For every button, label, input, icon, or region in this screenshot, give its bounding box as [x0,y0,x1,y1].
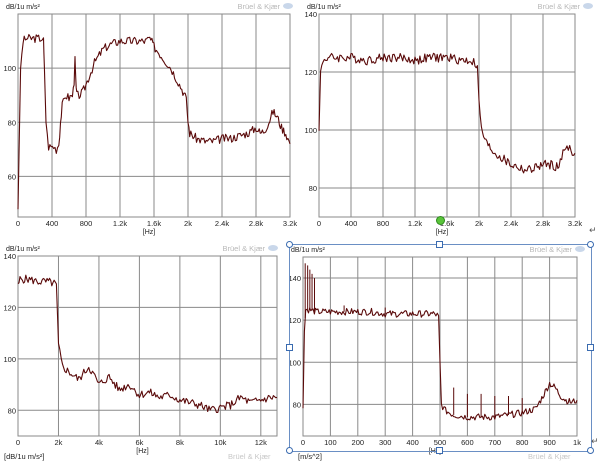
y-axis-label: dB/1u m/s² [291,247,326,254]
resize-handle-top-left[interactable] [286,241,293,248]
bk-logo-icon [268,245,278,251]
bk-logo-icon [575,246,585,252]
x-tick-label: 100 [324,438,337,447]
grid [318,13,576,217]
x-tick-label: 6k [135,438,143,447]
x-tick-label: 0 [301,438,305,447]
x-tick-label: 2k [55,438,63,447]
x-tick-label: 400 [345,219,358,228]
x-tick-label: 2.8k [536,219,550,228]
x-tick-label: 1k [573,438,581,447]
y-tick-label: 100 [3,64,16,73]
bk-logo-icon [283,3,293,9]
y-tick-label: 140 [3,252,16,261]
y-tick-label: 140 [304,10,317,19]
resize-handle-bottom-left[interactable] [286,447,293,454]
resize-handle-bottom-right[interactable] [587,447,594,454]
y-tick-label: 80 [8,406,16,415]
x-tick-label: 8k [176,438,184,447]
x-tick-label: 0 [317,219,321,228]
y-tick-label: 60 [8,172,16,181]
chart-panel-4[interactable]: 0 100 200 300 400 500 600 700 800 900 1k 80 100 120 14… [288,244,592,455]
x-tick-label: 1.6k [147,219,161,228]
x-tick-label: 400 [46,219,59,228]
y-tick-label: 100 [3,355,16,364]
x-tick-label: 0 [16,219,20,228]
x-tick-label: 800 [377,219,390,228]
x-tick-label: 3.2k [283,219,297,228]
y-tick-label: 80 [8,118,16,127]
y-tick-label: 100 [288,358,301,367]
y-axis-label: dB/1u m/s² [307,4,342,11]
x-tick-label: 300 [379,438,392,447]
x-tick-label: 600 [461,438,474,447]
brand-label: Brüel & Kjær [537,2,580,11]
y-tick-label: 120 [288,316,301,325]
x-axis-label: [Hz] [143,229,156,236]
x-tick-label: 200 [352,438,365,447]
series-line [17,274,278,413]
x-tick-label: 800 [80,219,93,228]
chart-panel-2: 0 400 800 1.2k 1.6k 2k 2.4k 2.8k 3.2k 80 100 120 140… [300,0,600,240]
x-tick-label: 1.2k [113,219,127,228]
y-tick-label: 120 [304,68,317,77]
y-tick-label: 120 [3,303,16,312]
series-line [302,307,578,421]
x-tick-label: 2.4k [215,219,229,228]
bottom-left-label: [dB/1u m/s²] [4,452,45,461]
chart-svg-3: 0 2k 4k 6k 8k 10k 12k 80 100 120 140 [Hz] dB/1u m/s²… [3,244,278,455]
resize-handle-middle-left[interactable] [286,344,293,351]
x-tick-label: 10k [214,438,226,447]
x-tick-label: 0 [16,438,20,447]
bottom-right-label: [m/s^2] [298,452,322,461]
y-tick-label: 100 [304,126,317,135]
series-line [17,33,291,210]
y-axis-label: dB/1u m/s² [6,246,41,253]
bk-logo-icon [583,3,593,9]
chart-svg-4: 0 100 200 300 400 500 600 700 800 900 1k 80 100 120 14… [288,245,585,455]
chart-panel-3: 0 2k 4k 6k 8k 10k 12k 80 100 120 140 [Hz] dB/1u m/s²… [0,242,285,455]
chart-panel-1: 0 400 800 1.2k 1.6k 2k 2.4k 2.8k 3.2k 60 80 100 [Hz]… [0,0,300,240]
x-tick-label: 3.2k [568,219,582,228]
x-tick-label: 900 [543,438,556,447]
brand-label: Brüel & Kjær [222,244,265,253]
resize-handle-top-center[interactable] [436,241,443,248]
bottom-right-brand: Brüel & Kjær [528,452,571,461]
brand-label: Brüel & Kjær [529,245,572,254]
grid [17,255,277,436]
series-line [318,52,576,174]
y-tick-label: 80 [309,184,317,193]
bottom-left-brand: Brüel & Kjær [228,452,271,461]
plot-area [17,255,278,437]
resize-handle-top-right[interactable] [587,241,594,248]
paragraph-mark-icon: ↵ [589,226,597,236]
x-tick-label: 4k [95,438,103,447]
chart-svg-2: 0 400 800 1.2k 1.6k 2k 2.4k 2.8k 3.2k 80 100 120 140… [304,2,593,236]
paragraph-mark-icon: ↵ [591,437,599,447]
rotate-handle[interactable] [436,216,445,225]
x-tick-label: 2k [184,219,192,228]
resize-handle-bottom-center[interactable] [436,447,443,454]
y-tick-label: 140 [288,274,301,283]
x-tick-label: 12k [255,438,267,447]
x-tick-label: 2k [475,219,483,228]
x-tick-label: 700 [489,438,502,447]
x-tick-label: 2.4k [504,219,518,228]
x-tick-label: 1.6k [440,219,454,228]
x-tick-label: 500 [434,438,447,447]
y-axis-label: dB/1u m/s² [6,4,41,11]
x-axis-label: [Hz] [436,229,449,236]
brand-label: Brüel & Kjær [237,2,280,11]
x-tick-label: 800 [516,438,529,447]
x-tick-label: 2.8k [249,219,263,228]
chart-svg-1: 0 400 800 1.2k 1.6k 2k 2.4k 2.8k 3.2k 60 80 100 [Hz]… [3,2,297,236]
y-tick-label: 80 [293,400,301,409]
x-tick-label: 1.2k [408,219,422,228]
resize-handle-middle-right[interactable] [587,344,594,351]
x-tick-label: 400 [406,438,419,447]
x-axis-label: [Hz] [136,448,149,455]
